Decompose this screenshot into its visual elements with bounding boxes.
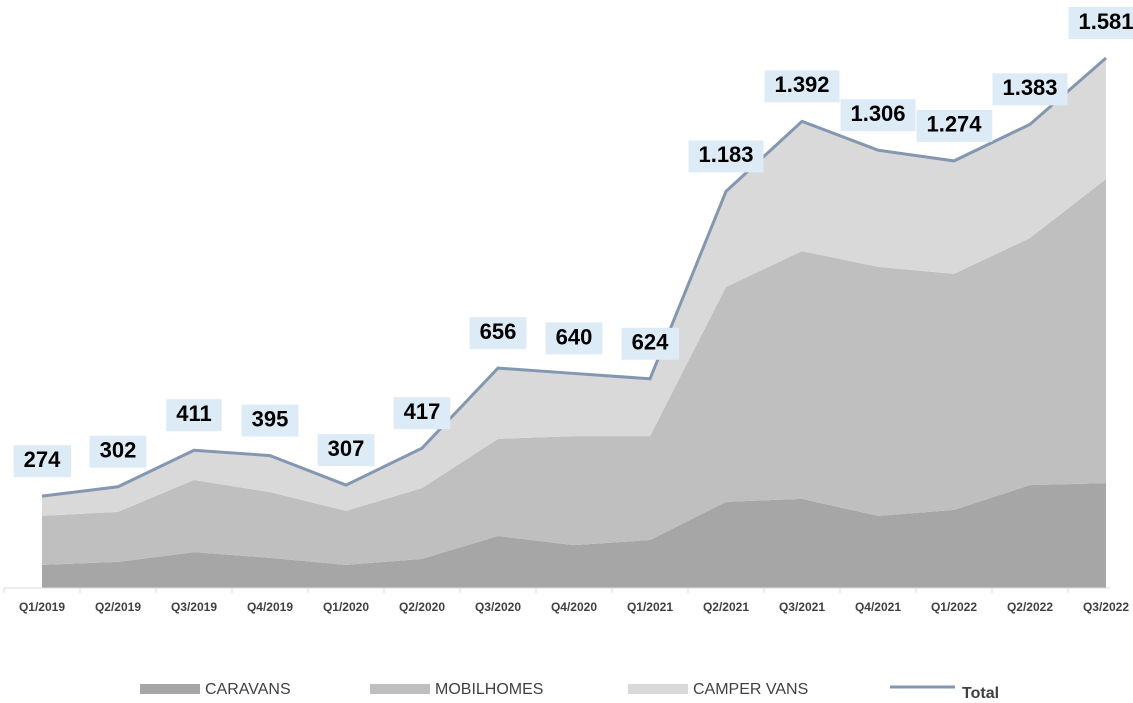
legend-label: Total	[962, 685, 999, 702]
legend-swatch	[140, 684, 200, 694]
data-label-text: 411	[176, 401, 212, 426]
data-label: 307	[317, 434, 375, 467]
data-label-box	[241, 404, 299, 437]
legend-label: CARAVANS	[205, 681, 291, 698]
data-label: 1.581	[1068, 6, 1133, 39]
data-label-text: 624	[632, 330, 669, 355]
data-label-text: 302	[100, 438, 137, 463]
data-label-text: 640	[556, 324, 593, 349]
area	[42, 483, 1106, 588]
data-label-box	[393, 397, 451, 430]
data-label-text: 274	[24, 447, 61, 472]
data-label-box	[621, 327, 680, 360]
x-tick-label: Q2/2021	[703, 600, 749, 614]
x-tick-label: Q2/2019	[95, 600, 141, 614]
total-line	[41, 56, 1107, 498]
data-label: 411	[166, 399, 222, 432]
data-label-text: 1.392	[774, 72, 829, 97]
x-tick-label: Q3/2022	[1083, 600, 1129, 614]
data-label: 624	[621, 327, 680, 360]
data-label: 395	[241, 404, 299, 437]
x-tick-label: Q4/2020	[551, 600, 597, 614]
x-tick-label: Q1/2022	[931, 600, 977, 614]
data-label-text: 1.383	[1002, 75, 1057, 100]
data-label-box	[992, 73, 1068, 106]
data-label-text: 1.274	[926, 112, 982, 137]
data-label-text: 1.306	[850, 101, 905, 126]
x-tick-label: Q2/2022	[1007, 600, 1053, 614]
x-tick-label: Q4/2021	[855, 600, 901, 614]
data-label-box	[545, 322, 603, 355]
data-label-box	[764, 70, 840, 103]
legend-swatch	[628, 684, 688, 694]
data-label-text: 307	[328, 436, 365, 461]
data-label: 1.306	[840, 99, 916, 132]
data-label-text: 417	[404, 399, 441, 424]
x-tick-label: Q3/2020	[475, 600, 521, 614]
data-label-box	[13, 445, 72, 478]
data-label-box	[166, 399, 222, 432]
data-label-text: 1.183	[698, 142, 753, 167]
data-label-box	[840, 99, 916, 132]
data-label: 1.383	[992, 73, 1068, 106]
data-label: 274	[13, 445, 72, 478]
data-label-text: 395	[252, 406, 289, 431]
data-label: 417	[393, 397, 451, 430]
x-tick-label: Q1/2021	[627, 600, 673, 614]
x-tick-label: Q4/2019	[247, 600, 293, 614]
area	[42, 178, 1106, 565]
x-tick-label: Q1/2020	[323, 600, 369, 614]
area	[42, 57, 1106, 516]
legend-label: MOBILHOMES	[435, 681, 543, 698]
data-label-text: 1.581	[1078, 9, 1133, 34]
data-label-text: 656	[480, 319, 517, 344]
data-label-box	[469, 317, 527, 350]
x-tick-label: Q3/2021	[779, 600, 825, 614]
data-label-box	[1068, 6, 1133, 39]
data-label: 656	[469, 317, 527, 350]
data-label: 302	[89, 435, 147, 468]
legend-swatch	[370, 684, 430, 694]
data-label-box	[317, 434, 375, 467]
x-tick-label: Q3/2019	[171, 600, 217, 614]
data-label: 1.183	[688, 140, 764, 173]
data-label-box	[688, 140, 764, 173]
data-label: 1.392	[764, 70, 840, 103]
data-label-box	[89, 435, 147, 468]
data-label: 640	[545, 322, 603, 355]
data-label-box	[916, 109, 993, 142]
x-tick-label: Q2/2020	[399, 600, 445, 614]
x-tick-label: Q1/2019	[19, 600, 65, 614]
legend-label: CAMPER VANS	[693, 681, 808, 698]
data-label: 1.274	[916, 109, 993, 142]
